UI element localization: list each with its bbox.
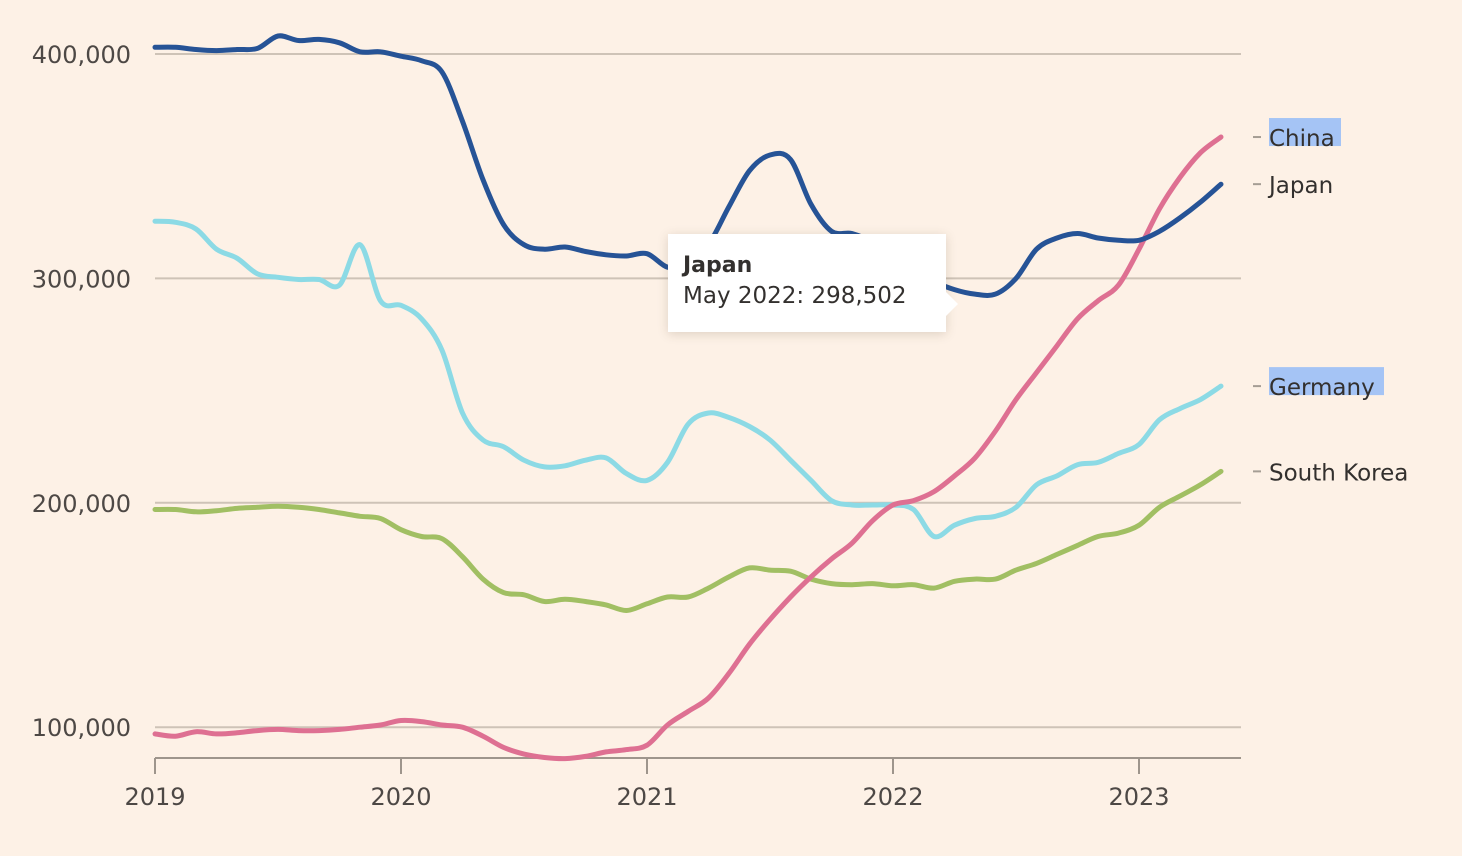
series-label-south-korea: South Korea [1269, 460, 1408, 486]
x-axis: 2019 2020 2021 2022 2023 [124, 757, 1241, 811]
x-tick-label: 2022 [862, 783, 923, 811]
x-tick-label: 2020 [370, 783, 431, 811]
series-line-china[interactable] [152, 134, 1224, 762]
series-label-china: China [1269, 126, 1335, 152]
series-label-germany: Germany [1269, 375, 1375, 401]
tooltip-series-name: Japan [683, 253, 753, 278]
tooltip-arrow [946, 292, 958, 316]
gridlines [155, 53, 1241, 729]
x-tick-label: 2023 [1108, 783, 1169, 811]
series-label-japan: Japan [1267, 173, 1333, 199]
x-tick-label: 2019 [124, 783, 185, 811]
x-tick-label: 2021 [616, 783, 677, 811]
y-axis: 100,000 200,000 300,000 400,000 [32, 41, 131, 742]
series-line-germany[interactable] [152, 218, 1224, 540]
series-lines [152, 33, 1224, 762]
text-selection-highlight [1269, 118, 1341, 147]
tooltip-value: May 2022: 298,502 [683, 283, 907, 309]
y-tick-label: 400,000 [32, 41, 131, 69]
y-tick-label: 100,000 [32, 714, 131, 742]
series-labels: Japan China Germany South Korea [1253, 118, 1408, 486]
y-tick-label: 200,000 [32, 490, 131, 518]
y-tick-label: 300,000 [32, 265, 131, 293]
tooltip: Japan May 2022: 298,502 [668, 234, 958, 332]
text-selection-highlight [1269, 367, 1384, 396]
series-line-south-korea[interactable] [152, 468, 1224, 613]
